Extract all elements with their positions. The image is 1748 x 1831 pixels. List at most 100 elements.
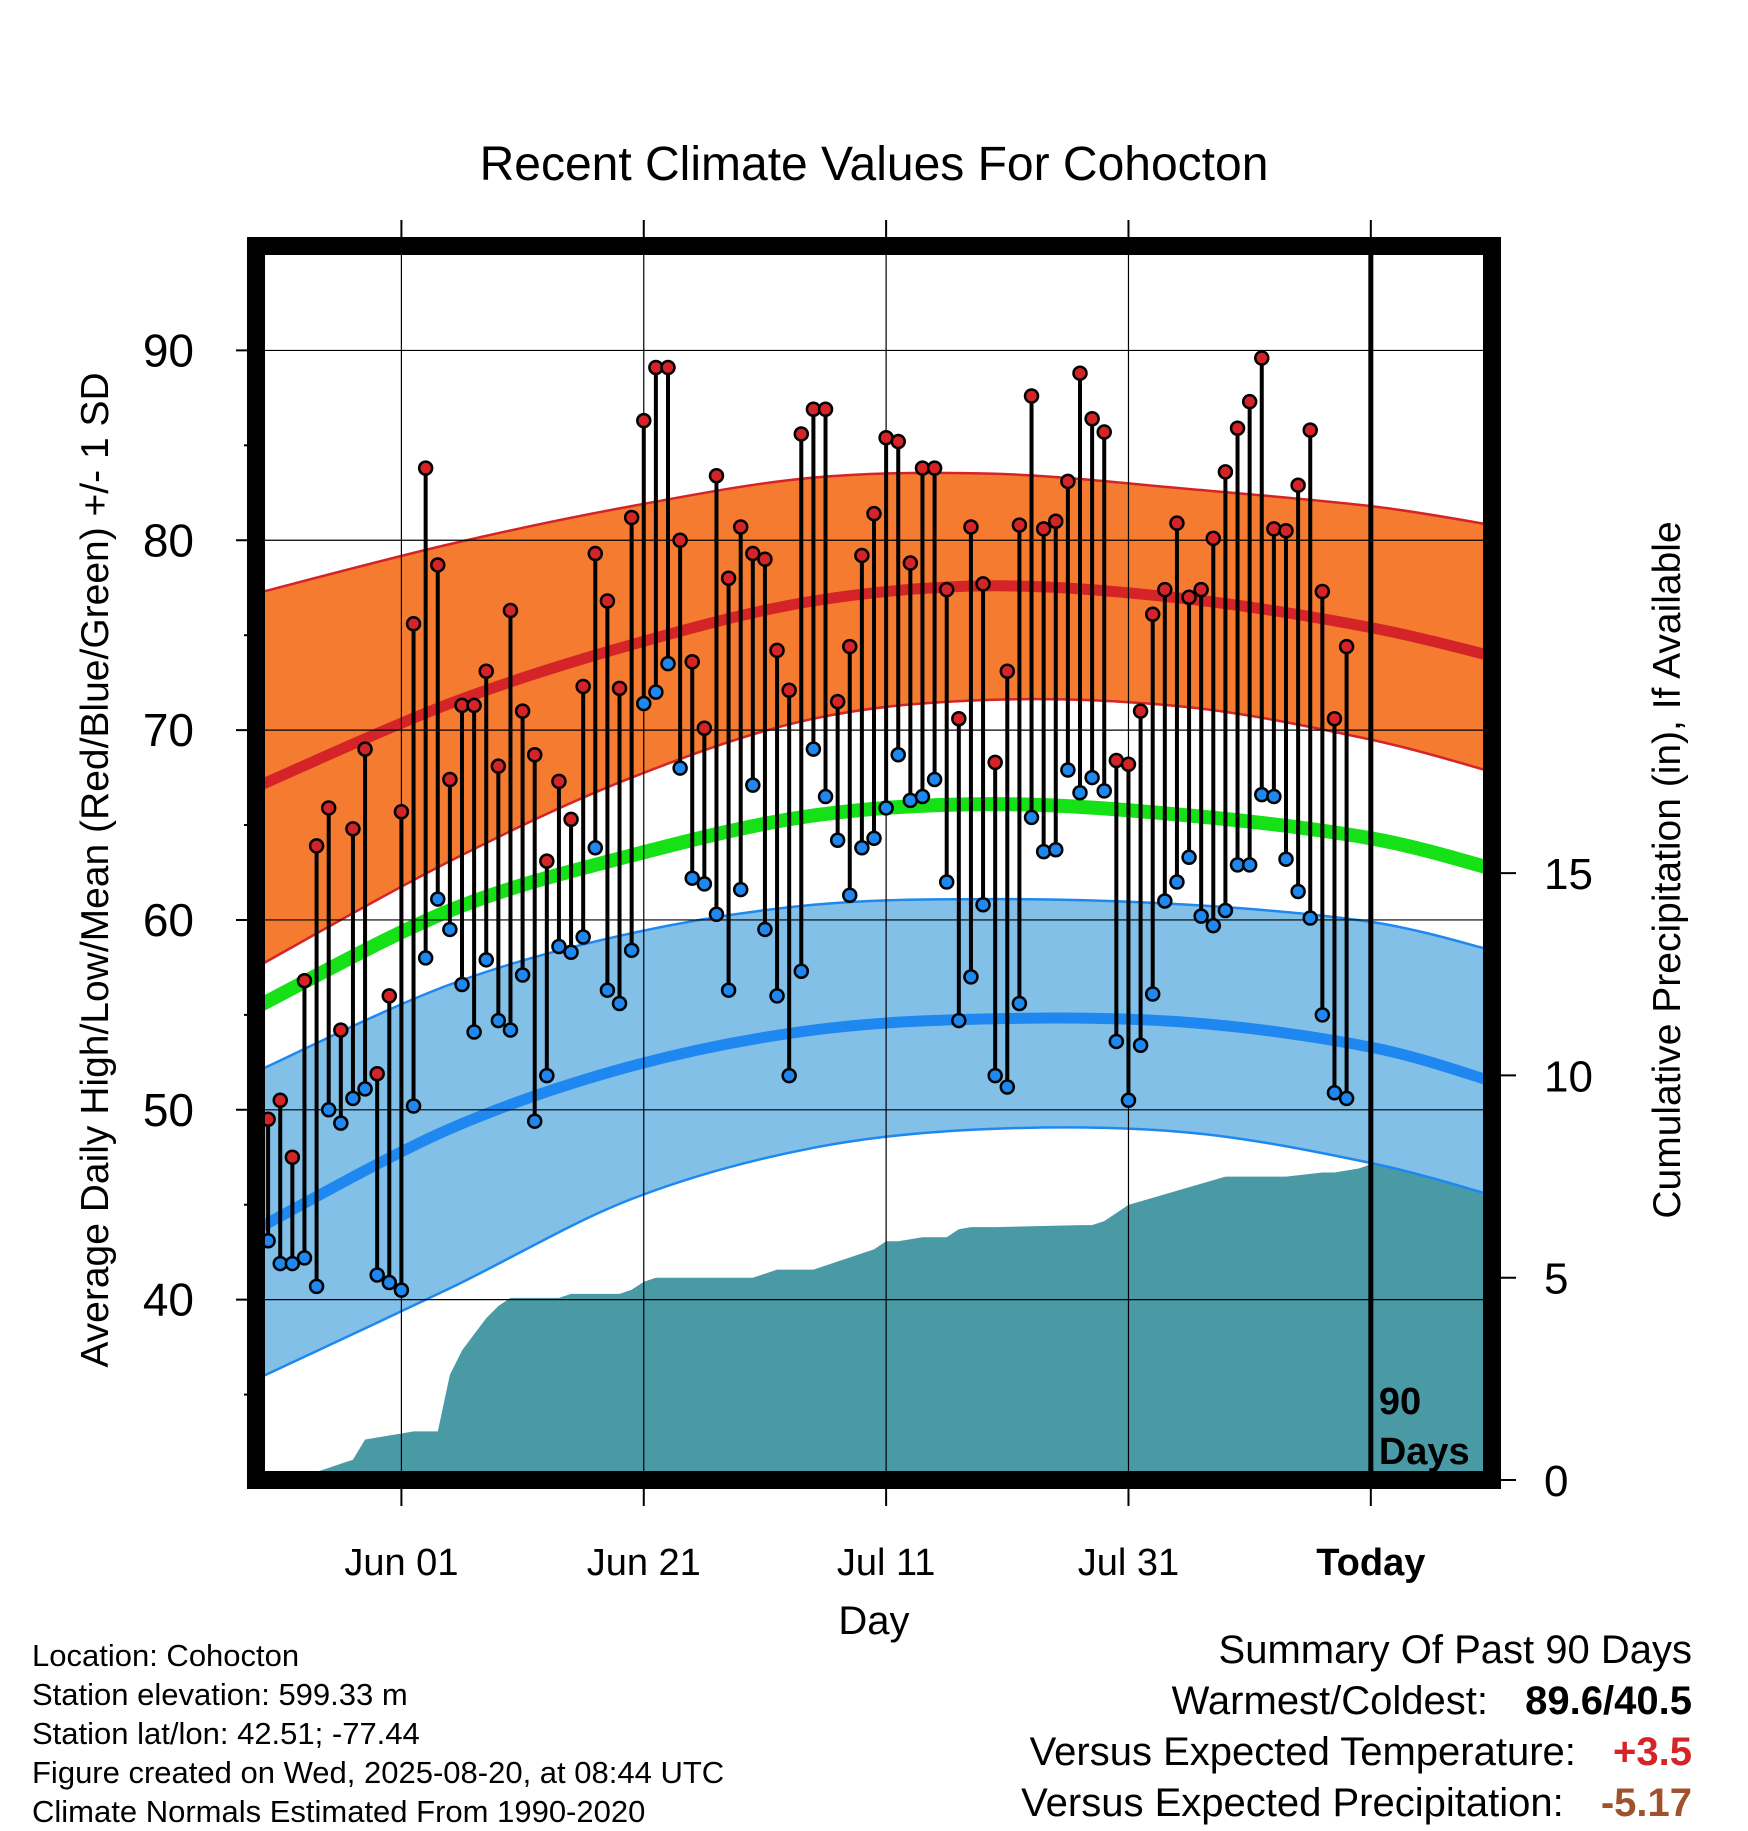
daily-observation — [514, 703, 531, 983]
y2-tick-label: 15 — [1544, 850, 1593, 899]
daily-high-point — [430, 557, 446, 573]
y-axis-label: Average Daily High/Low/Mean (Red/Blue/Gr… — [74, 372, 117, 1367]
daily-low-point — [1048, 841, 1064, 858]
daily-high-point — [563, 811, 579, 828]
daily-high-point — [623, 509, 640, 526]
today-annotation: Days — [1379, 1431, 1470, 1473]
daily-low-point — [720, 982, 737, 998]
daily-high-point — [478, 663, 494, 680]
daily-observation — [1205, 530, 1222, 934]
daily-observation — [454, 697, 470, 993]
daily-low-point — [914, 788, 931, 805]
daily-low-point — [805, 741, 822, 757]
daily-high-point — [769, 642, 785, 659]
daily-high-point — [539, 853, 555, 869]
x-tick-label: Jun 01 — [344, 1542, 458, 1584]
daily-observation — [1266, 521, 1282, 805]
daily-observation — [599, 593, 616, 998]
daily-observation — [551, 773, 567, 955]
daily-observation — [1193, 581, 1209, 924]
daily-observation — [1314, 583, 1331, 1023]
daily-high-point — [320, 800, 337, 816]
daily-high-point — [599, 593, 616, 609]
daily-high-point — [660, 359, 676, 376]
daily-high-point — [514, 703, 531, 719]
daily-high-point — [745, 545, 761, 562]
daily-low-point — [320, 1102, 337, 1118]
daily-low-point — [454, 976, 470, 993]
daily-low-point — [781, 1067, 797, 1084]
daily-high-point — [263, 1111, 276, 1128]
daily-high-point — [417, 460, 434, 476]
figure-created: Figure created on Wed, 2025-08-20, at 08… — [32, 1755, 725, 1790]
daily-high-point — [1120, 756, 1137, 773]
daily-observation — [1072, 365, 1088, 801]
daily-high-point — [866, 505, 882, 522]
daily-high-point — [1229, 420, 1246, 437]
daily-high-point — [466, 697, 482, 714]
daily-observation — [284, 1149, 301, 1272]
daily-high-point — [393, 803, 410, 820]
daily-observation — [1084, 411, 1100, 786]
daily-low-point — [636, 695, 652, 712]
daily-observation — [1035, 521, 1052, 860]
warm-cold-label: Warmest/Coldest: — [1171, 1679, 1489, 1723]
daily-high-point — [381, 988, 398, 1004]
daily-low-point — [563, 944, 579, 960]
daily-low-point — [611, 995, 628, 1012]
today-annotation: 90 — [1379, 1381, 1421, 1423]
daily-high-point — [793, 426, 810, 442]
daily-high-point — [684, 654, 700, 670]
daily-low-point — [1254, 786, 1270, 803]
daily-observation — [1060, 473, 1076, 778]
daily-observation — [890, 433, 906, 763]
daily-low-point — [829, 832, 846, 848]
daily-low-point — [333, 1115, 349, 1131]
daily-high-point — [296, 972, 313, 989]
daily-high-point — [999, 663, 1016, 680]
daily-low-point — [1035, 843, 1052, 860]
daily-observation — [926, 460, 943, 788]
daily-low-point — [696, 876, 713, 892]
daily-high-point — [551, 773, 567, 790]
daily-high-point — [757, 551, 773, 567]
daily-observation — [1326, 710, 1343, 1101]
warm-cold-separator: / — [1603, 1679, 1615, 1723]
daily-low-point — [381, 1274, 398, 1291]
daily-low-point — [1144, 986, 1161, 1002]
daily-observation — [769, 642, 785, 1004]
daily-low-point — [975, 897, 991, 913]
daily-high-point — [1011, 517, 1028, 533]
daily-high-point — [611, 680, 628, 697]
daily-observation — [623, 509, 640, 959]
daily-low-point — [1023, 809, 1040, 826]
warm-cold-value: 89.6/40.5 — [1525, 1676, 1692, 1727]
y2-axis-label: Cumulative Precipitation (in), If Availa… — [1646, 521, 1689, 1218]
daily-low-point — [1326, 1084, 1343, 1101]
daily-low-point — [599, 982, 616, 998]
daily-low-point — [393, 1282, 410, 1298]
temp-departure-value: +3.5 — [1613, 1730, 1692, 1774]
daily-observation — [1290, 477, 1306, 900]
daily-observation — [381, 988, 398, 1291]
y-tick-label: 80 — [143, 514, 194, 566]
daily-observation — [1217, 464, 1234, 919]
daily-high-point — [926, 460, 943, 476]
daily-low-point — [1084, 769, 1100, 786]
daily-high-point — [1048, 513, 1064, 530]
daily-low-point — [963, 969, 979, 985]
daily-observation — [430, 557, 446, 907]
x-tick-label: Jul 31 — [1078, 1542, 1179, 1584]
daily-observation — [263, 1111, 276, 1249]
daily-high-point — [526, 747, 543, 763]
daily-high-point — [842, 638, 858, 655]
daily-high-point — [490, 758, 507, 774]
daily-low-point — [430, 891, 446, 907]
daily-low-point — [417, 950, 434, 966]
daily-high-point — [502, 602, 519, 619]
daily-low-point — [732, 881, 749, 898]
daily-observation — [1120, 756, 1137, 1109]
daily-observation — [1278, 523, 1294, 867]
daily-low-point — [1011, 995, 1028, 1012]
